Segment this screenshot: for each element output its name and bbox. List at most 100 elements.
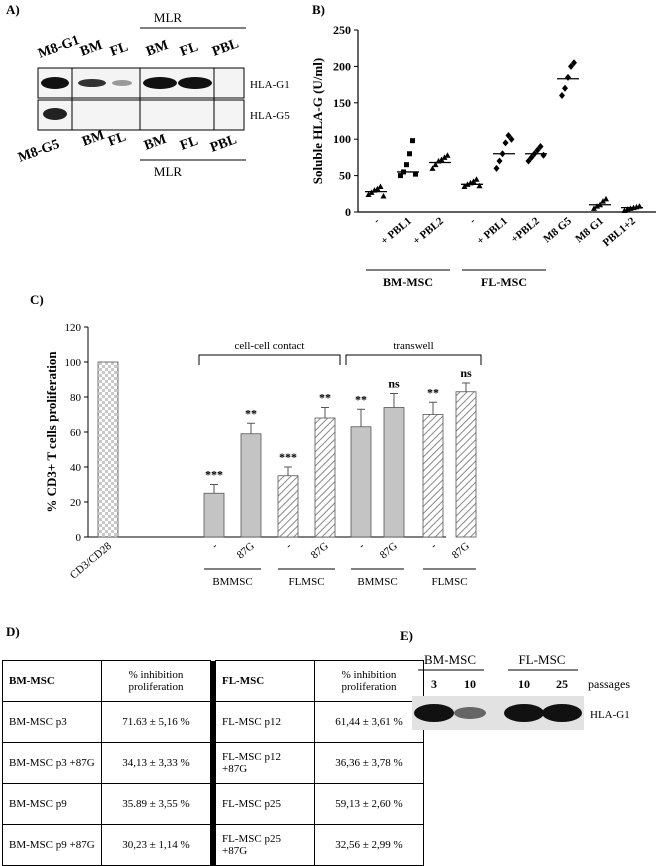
label-fl-bottom: FL (106, 130, 128, 150)
panel-c-letter: C) (30, 292, 44, 307)
header-bm-inhibition: % inhibition proliferation (101, 660, 211, 702)
y-tick-label: 60 (70, 427, 82, 439)
y-tick-label: 40 (70, 462, 82, 474)
x-tick-label: CD3/CD28 (68, 540, 114, 582)
x-tick-label: 87G (309, 540, 331, 561)
y-tick-label: 150 (333, 96, 351, 110)
significance-label: ns (460, 366, 472, 380)
significance-label: *** (279, 450, 297, 464)
table-header-row: BM-MSC % inhibition proliferation FL-MSC… (2, 660, 424, 702)
data-point (502, 139, 509, 147)
label-bm-mlr-top: BM (144, 38, 170, 60)
table-cell: 36,36 ± 3,78 % (314, 742, 424, 784)
bar (314, 417, 336, 538)
y-tick-label: 100 (333, 132, 351, 146)
data-point (410, 138, 415, 144)
group-label: BMMSC (357, 576, 397, 588)
significance-label: ** (427, 385, 439, 399)
panel-d-letter: D) (6, 624, 20, 639)
x-tick-label: + PBL1 (475, 215, 510, 247)
data-point (441, 154, 448, 160)
table-cell: 34,13 ± 3,33 % (101, 742, 211, 784)
table-cell: BM-MSC p3 (2, 701, 102, 743)
x-tick-label: - (209, 540, 220, 552)
table-cell: FL-MSC p25 (215, 783, 315, 825)
y-tick-label: 0 (345, 205, 351, 219)
data-point (525, 157, 532, 165)
x-tick-label: 87G (235, 540, 257, 561)
table-cell: BM-MSC p9 (2, 783, 102, 825)
panel-e-western-blot: BM-MSC FL-MSC 3 10 10 25 passages HLA-G1 (412, 652, 630, 730)
group-label: FL-MSC (481, 275, 527, 289)
bar (97, 361, 119, 538)
table-cell: 35.89 ± 3,55 % (101, 783, 211, 825)
bracket-label: transwell (393, 340, 433, 352)
label-mlr-top: MLR (154, 10, 183, 25)
group-fl-msc: FL-MSC (519, 652, 566, 667)
panel-a-letter: A) (6, 2, 20, 17)
group-label: BMMSC (212, 576, 252, 588)
table-cell: BM-MSC p9 +87G (2, 824, 102, 866)
data-point (600, 198, 606, 204)
label-fl-top: FL (108, 40, 130, 60)
data-point (438, 156, 445, 163)
y-tick-label: 0 (76, 532, 82, 544)
group-bm-msc: BM-MSC (424, 652, 476, 667)
lane-25: 25 (556, 677, 568, 691)
significance-label: *** (205, 468, 223, 482)
significance-label: ** (245, 406, 257, 420)
label-pbl-bottom: PBL (208, 132, 239, 155)
bar (383, 407, 405, 538)
label-fl-mlr-bottom: FL (178, 134, 200, 154)
bar (422, 414, 444, 538)
significance-label: ** (355, 392, 367, 406)
bracket (198, 354, 341, 365)
data-point (407, 151, 412, 157)
data-point (537, 142, 544, 150)
y-tick-label: 20 (70, 497, 82, 509)
bar (240, 433, 262, 538)
table-cell: FL-MSC p12 +87G (215, 742, 315, 784)
table-cell: 30,23 ± 1,14 % (101, 824, 211, 866)
data-point (444, 152, 451, 158)
table-cell: 32,56 ± 2,99 % (314, 824, 424, 866)
y-tick-label: 50 (339, 169, 351, 183)
data-point (594, 203, 600, 209)
y-tick-label: 80 (70, 392, 82, 404)
x-tick-label: PBL1+2 (601, 215, 639, 249)
y-axis-label: % CD3+ T cells proliferation (44, 351, 59, 513)
y-tick-label: 250 (333, 23, 351, 37)
y-axis-label: Soluble HLA-G (U/ml) (310, 58, 325, 184)
header-fl-msc: FL-MSC (215, 660, 315, 702)
data-point (374, 185, 381, 192)
data-point (603, 195, 609, 202)
table-row: BM-MSC p9 35.89 ± 3,55 % FL-MSC p25 59,1… (2, 783, 424, 825)
table-cell: FL-MSC p25 +87G (215, 824, 315, 866)
x-tick-label: M8 G5 (541, 215, 574, 246)
x-tick-label: + PBL1 (379, 215, 414, 247)
y-tick-label: 200 (333, 59, 351, 73)
label-bm-mlr-bottom: BM (142, 132, 168, 154)
table-row: BM-MSC p9 +87G 30,23 ± 1,14 % FL-MSC p25… (2, 824, 424, 866)
bar (350, 426, 372, 538)
data-point (496, 157, 503, 165)
significance-label: ** (319, 391, 331, 405)
lane-3: 3 (431, 677, 437, 691)
panel-c-bar-chart: 0 20 40 60 80 100 120 % CD3+ T cells proliferat… (44, 322, 482, 588)
x-tick-label: - (428, 540, 439, 552)
x-tick-label: - (467, 215, 478, 227)
group-label: BM-MSC (383, 275, 433, 289)
bracket-label: cell-cell contact (235, 340, 305, 352)
y-tick-label: 120 (65, 322, 82, 334)
significance-label: ns (388, 377, 400, 391)
header-fl-inhibition: % inhibition proliferation (314, 660, 424, 702)
table-cell: 61,44 ± 3,61 % (314, 701, 424, 743)
y-tick-label: 100 (65, 357, 82, 369)
table-cell: BM-MSC p3 +87G (2, 742, 102, 784)
x-tick-label: - (356, 540, 367, 552)
data-point (404, 162, 409, 168)
panel-d-table: BM-MSC % inhibition proliferation FL-MSC… (2, 660, 424, 866)
bar (203, 492, 225, 538)
data-point (565, 73, 571, 81)
